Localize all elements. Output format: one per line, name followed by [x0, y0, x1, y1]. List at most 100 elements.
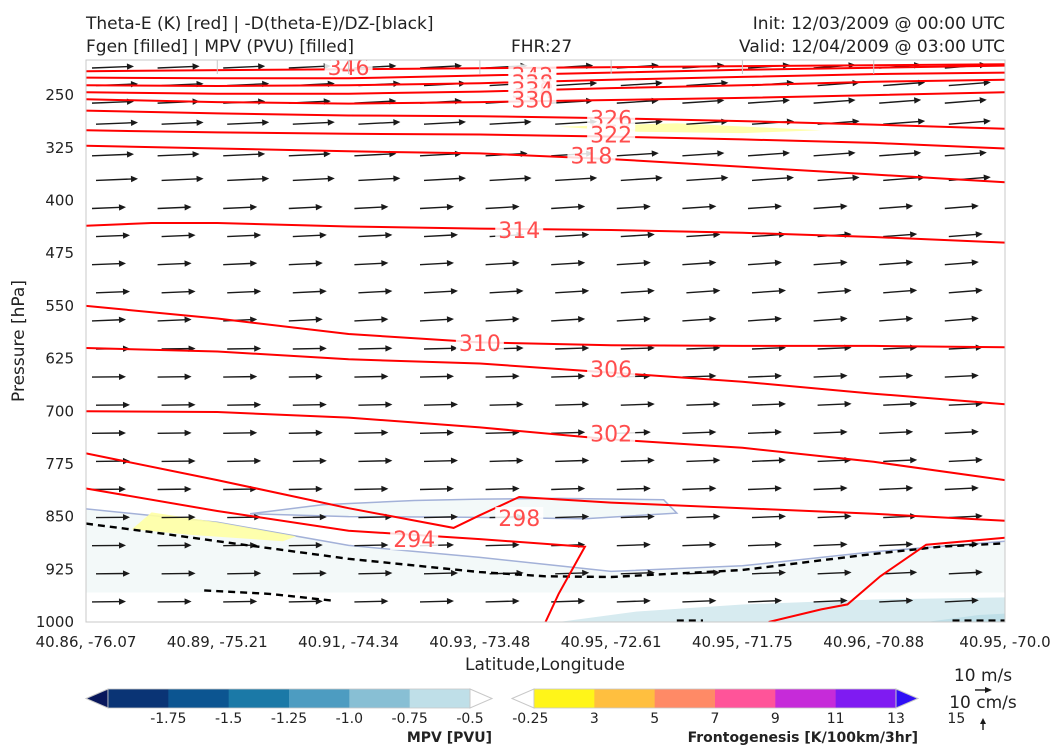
wind-vector	[751, 513, 786, 520]
wind-vector	[292, 175, 335, 182]
wind-vector	[485, 259, 520, 267]
theta-e-label-314: 314	[498, 219, 540, 244]
wind-vector	[157, 316, 192, 323]
wind-vector	[161, 288, 196, 295]
wind-vector	[227, 288, 262, 295]
wind-vector	[751, 569, 786, 576]
wind-vector	[157, 204, 192, 211]
wind-vector	[95, 514, 130, 521]
mpv-colorbar-tick: -0.75	[392, 711, 428, 727]
wind-vector	[161, 232, 196, 239]
wind-vector	[95, 119, 138, 126]
wind-vector	[423, 288, 458, 295]
wind-vector	[223, 373, 258, 380]
wind-vector	[95, 401, 130, 409]
wind-vector	[747, 372, 782, 380]
fgen-colorbar-tick: 3	[590, 711, 599, 727]
wind-vector	[95, 175, 138, 183]
wind-vector	[686, 457, 721, 464]
wind-vector	[489, 401, 524, 408]
wind-vector	[95, 288, 130, 295]
fgen-colorbar-tick: 15	[947, 711, 965, 727]
y-axis-label: Pressure [hPa]	[9, 280, 29, 402]
wind-vector	[813, 428, 848, 436]
wind-vector	[161, 175, 204, 183]
wind-vector	[747, 203, 782, 210]
wind-vector	[944, 315, 979, 322]
init-time: Init: 12/03/2009 @ 00:00 UTC	[752, 14, 1005, 34]
wind-vector	[948, 287, 983, 294]
y-tick-label: 700	[45, 402, 74, 420]
wind-vector	[555, 175, 598, 182]
wind-vector	[354, 373, 389, 380]
wind-vector	[948, 79, 991, 87]
wind-vector	[354, 316, 389, 323]
y-tick-label: 250	[45, 86, 74, 104]
wind-vector	[91, 151, 134, 158]
wind-ref-vertical-label: 10 cm/s	[949, 693, 1017, 713]
wind-vector	[948, 231, 983, 238]
wind-vector	[555, 401, 590, 408]
wind-vector	[161, 401, 196, 409]
wind-vector	[423, 345, 458, 352]
neg-dthetae-dz-contour	[86, 522, 1005, 579]
wind-vector	[686, 174, 729, 182]
y-tick-label: 925	[45, 560, 74, 578]
wind-vector	[292, 345, 327, 352]
fgen-colorbar-tick: 11	[827, 711, 845, 727]
valid-time: Valid: 12/04/2009 @ 03:00 UTC	[739, 37, 1005, 57]
wind-vector	[686, 287, 721, 295]
wind-vector	[555, 287, 590, 295]
wind-vector	[682, 429, 717, 436]
wind-vector	[358, 175, 401, 182]
wind-vector	[419, 203, 454, 211]
wind-vector	[354, 203, 389, 211]
wind-vector	[485, 203, 520, 211]
wind-vector	[423, 569, 458, 577]
wind-vector	[157, 429, 192, 437]
wind-vector	[485, 485, 520, 492]
wind-vector	[620, 231, 655, 239]
x-tick-label: 40.95, -70.0	[959, 633, 1050, 651]
wind-vector	[948, 456, 983, 464]
wind-vector	[423, 175, 466, 182]
wind-vector	[91, 260, 126, 267]
wind-vector	[354, 541, 389, 549]
y-tick-label: 475	[45, 244, 74, 262]
y-tick-label: 850	[45, 508, 74, 526]
wind-vector	[944, 203, 979, 210]
y-tick-label: 775	[45, 455, 74, 473]
wind-vector	[813, 150, 856, 157]
wind-vector	[883, 118, 926, 125]
theta-e-contour-302	[86, 410, 1005, 482]
wind-vector	[682, 203, 717, 210]
plot-frame	[85, 59, 1006, 623]
wind-vector	[682, 485, 717, 492]
wind-vector	[817, 174, 860, 182]
theta-e-label-318: 318	[570, 145, 612, 170]
wind-vector	[288, 429, 323, 436]
wind-vector	[879, 485, 914, 492]
theta-e-label-322: 322	[590, 123, 632, 148]
wind-vector	[551, 316, 586, 323]
wind-vector	[620, 457, 655, 464]
mpv-colorbar-tick: -1.75	[150, 711, 186, 727]
wind-vector	[551, 203, 586, 211]
wind-vector	[747, 597, 782, 605]
wind-vector	[879, 372, 914, 380]
wind-vector	[555, 80, 598, 87]
mpv-colorbar-tick: -1.5	[215, 711, 242, 727]
fgen-colorbar-tick: 9	[771, 711, 780, 727]
mpv-colorbar: -1.75 -1.5 -1.25 -1.0 -0.75 -0.5 -0.25 MPV [PVU…	[84, 688, 548, 746]
theta-e-contour	[768, 536, 1005, 622]
wind-vector	[944, 372, 979, 379]
wind-vector	[91, 373, 126, 381]
mpv-region	[86, 508, 1005, 593]
x-tick-label: 40.91, -74.34	[298, 633, 399, 651]
wind-vector	[813, 97, 856, 104]
wind-vector	[620, 344, 655, 352]
wind-vector	[555, 231, 590, 239]
wind-vector	[358, 231, 393, 239]
wind-vector	[227, 175, 270, 182]
